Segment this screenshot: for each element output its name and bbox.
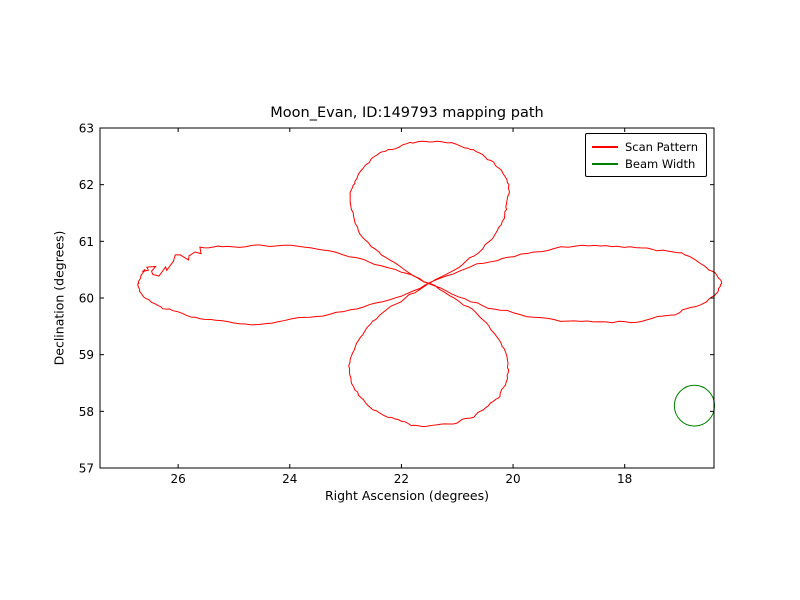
legend-label: Scan Pattern — [625, 139, 698, 154]
y-tick-label: 59 — [79, 348, 94, 362]
y-tick-label: 61 — [79, 235, 94, 249]
x-tick-label: 24 — [282, 472, 297, 486]
chart-title: Moon_Evan, ID:149793 mapping path — [270, 105, 544, 121]
legend-entry-beam-width: Beam Width — [592, 155, 698, 172]
scan-pattern-path — [137, 140, 723, 427]
y-tick-label: 58 — [79, 405, 94, 419]
y-tick-label: 60 — [79, 292, 94, 306]
x-tick-label: 18 — [617, 472, 632, 486]
x-tick-label: 20 — [505, 472, 520, 486]
beam-width-line-icon — [592, 162, 618, 165]
x-tick-label: 26 — [171, 472, 186, 486]
x-tick-label: 22 — [394, 472, 409, 486]
x-axis-label: Right Ascension (degrees) — [324, 488, 490, 503]
y-tick-label: 62 — [79, 178, 94, 192]
axes-frame — [99, 127, 715, 469]
scan-pattern-line-icon — [592, 145, 618, 148]
beam-width-circle — [673, 384, 716, 427]
legend-label: Beam Width — [625, 156, 696, 171]
legend-entry-scan-pattern: Scan Pattern — [592, 138, 698, 155]
legend: Scan Pattern Beam Width — [585, 133, 707, 177]
y-axis-label: Declination (degrees) — [51, 230, 67, 366]
y-tick-label: 63 — [79, 122, 94, 136]
y-tick-label: 57 — [79, 462, 94, 476]
